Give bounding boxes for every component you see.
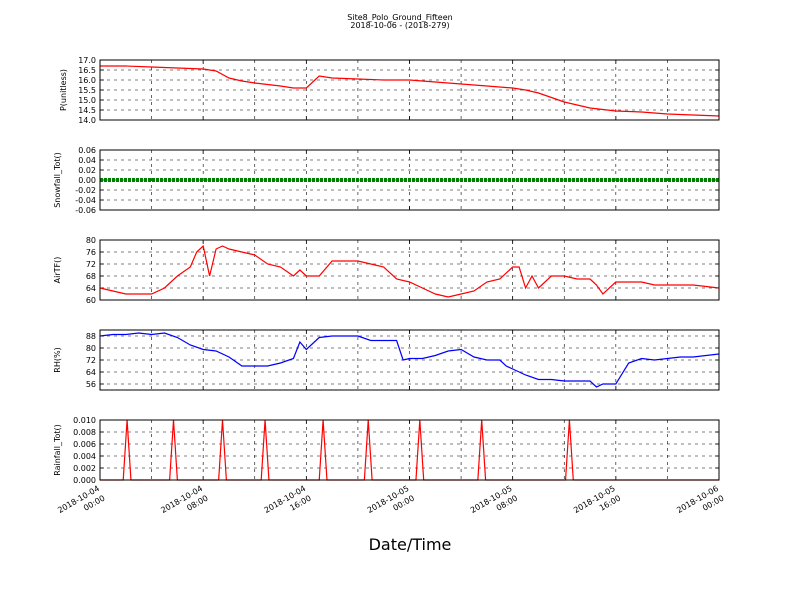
x-tick-label: 2018-10-0416:00: [263, 484, 313, 525]
panels-group: 14.014.515.015.516.016.517.0 P(unitless) -…: [53, 56, 720, 485]
y-tick-label: 80: [86, 344, 96, 353]
y-axis-label: AirTF(): [53, 257, 62, 284]
y-tick-label: 0.04: [78, 156, 96, 165]
y-axis-label: Rainfall_Tot(): [53, 424, 62, 476]
y-tick-label: -0.06: [75, 206, 96, 215]
panel-frame: [99, 329, 720, 391]
y-tick-label: 16.5: [78, 66, 96, 75]
series-line-air-temperature: [99, 244, 720, 298]
y-tick-label: 14.5: [78, 106, 96, 115]
y-tick-label: 56: [86, 380, 96, 389]
x-tick-label: 2018-10-0600:00: [675, 484, 725, 525]
y-axis-label: Snowfall_Tot(): [53, 152, 62, 208]
panel-snowfall: -0.06-0.04-0.020.000.020.040.06 Snowfall_…: [53, 146, 720, 215]
panel-frame: [99, 59, 720, 121]
series-line-relative-humidity: [99, 332, 720, 388]
y-tick-label: -0.04: [75, 196, 96, 205]
series-line-pressure: [100, 65, 720, 117]
y-axis-label: RH(%): [53, 347, 62, 372]
y-tick-label: 80: [86, 236, 96, 245]
x-tick-label: 2018-10-0500:00: [366, 484, 416, 525]
y-tick-label: 64: [86, 368, 96, 377]
y-tick-label: 0.06: [78, 146, 96, 155]
y-tick-label: 16.0: [78, 76, 96, 85]
y-tick-label: 0.004: [73, 452, 96, 461]
y-tick-label: -0.02: [75, 186, 96, 195]
chart-title: Site8_Polo_Ground_Fifteen: [347, 13, 452, 22]
y-tick-label: 72: [86, 356, 96, 365]
y-tick-label: 0.006: [73, 440, 96, 449]
x-axis-label: Date/Time: [369, 535, 452, 554]
panel-relative-humidity: 56 64 72 80 88 RH(%): [53, 329, 720, 391]
y-tick-label: 72: [86, 260, 96, 269]
y-tick-label: 64: [86, 284, 96, 293]
x-tick-label: 2018-10-0408:00: [159, 484, 209, 525]
y-tick-label: 60: [86, 296, 96, 305]
chart-subtitle: 2018-10-06 - (2018-279): [350, 21, 449, 30]
x-tick-label: 2018-10-0508:00: [469, 484, 519, 525]
panel-frame: [99, 239, 720, 301]
x-tick-label: 2018-10-0400:00: [56, 484, 106, 525]
x-axis-tick-labels: 2018-10-0400:00 2018-10-0408:00 2018-10-04…: [56, 484, 725, 525]
y-tick-label: 15.0: [78, 96, 96, 105]
x-tick-label: 2018-10-0516:00: [572, 484, 622, 525]
panel-air-temperature: 60 64 68 72 76 80 AirTF(): [53, 236, 720, 305]
y-tick-label: 76: [86, 248, 96, 257]
y-tick-label: 68: [86, 272, 96, 281]
y-tick-label: 15.5: [78, 86, 96, 95]
panel-frame: [99, 419, 720, 481]
y-tick-label: 0.008: [73, 428, 96, 437]
y-tick-label: 0.02: [78, 166, 96, 175]
y-tick-label: 0.00: [78, 176, 96, 185]
y-tick-label: 88: [86, 332, 96, 341]
panel-rainfall: 0.000 0.002 0.004 0.006 0.008 0.010 Rainfall_T…: [53, 416, 720, 485]
y-tick-label: 14.0: [78, 116, 96, 125]
y-tick-label: 17.0: [78, 56, 96, 65]
y-tick-label: 0.002: [73, 464, 96, 473]
y-tick-label: 0.010: [73, 416, 96, 425]
panel-frame: [99, 149, 720, 211]
panel-pressure: 14.014.515.015.516.016.517.0 P(unitless): [59, 56, 720, 125]
y-axis-label: P(unitless): [59, 69, 68, 111]
y-tick-label: 0.000: [73, 476, 96, 485]
